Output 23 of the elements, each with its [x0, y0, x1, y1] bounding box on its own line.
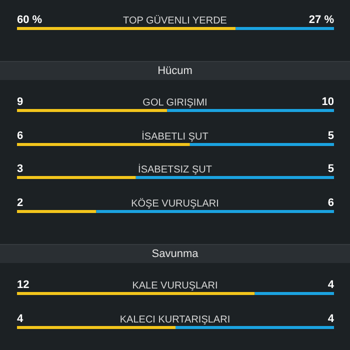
data-label: 4 [17, 312, 24, 324]
data-label: 10 [322, 96, 334, 108]
y-tick-label: TOP GÜVENLI YERDE [123, 14, 228, 26]
data-label: 12 [17, 279, 30, 291]
y-tick-label: KÖŞE VURUŞLARI [131, 197, 219, 209]
y-tick-label: GOL GIRIŞIMI [142, 98, 208, 108]
data-label: 9 [17, 96, 24, 108]
y-tick-label: KALECI KURTARIŞLARI [120, 314, 230, 325]
data-label: 6 [17, 130, 24, 142]
data-label: 4 [328, 312, 335, 324]
chart-title: Savunma [0, 244, 350, 263]
data-label: 27 % [308, 14, 334, 26]
y-tick-label: KALE VURUŞLARI [132, 280, 218, 292]
data-label: 3 [17, 163, 24, 175]
chart-title: Hücum [0, 61, 350, 80]
y-tick-label: İSABETSIZ ŞUT [138, 164, 212, 176]
data-label: 5 [328, 130, 334, 142]
data-label: 5 [328, 163, 334, 175]
data-label: 2 [17, 196, 24, 208]
data-label: 4 [328, 279, 335, 291]
data-label: 60 % [17, 14, 42, 26]
y-tick-label: İSABETLI ŞUT [142, 130, 208, 142]
data-label: 6 [328, 196, 334, 208]
